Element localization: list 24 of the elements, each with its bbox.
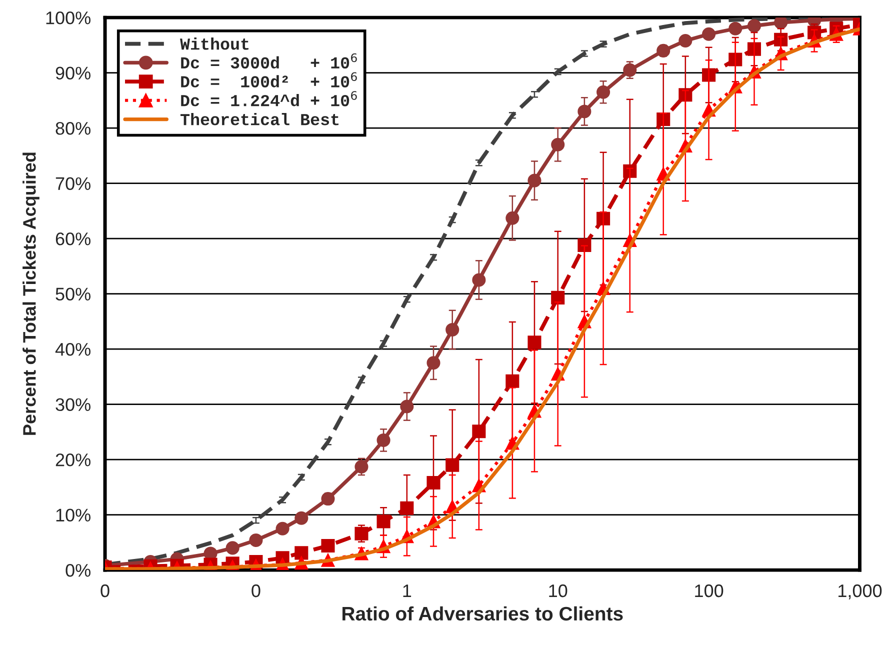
x-tick-label: 10 — [549, 584, 568, 598]
x-tick-label: 0 — [252, 584, 260, 598]
y-tick-label: 30% — [56, 398, 90, 412]
x-tick-label: 100 — [695, 584, 724, 598]
x-tick-label: 0 — [100, 584, 110, 598]
y-tick-label: 100% — [46, 11, 90, 24]
x-tick-label: 1 — [403, 584, 412, 598]
x-axis-title: Ratio of Adversaries to Clients — [342, 606, 623, 621]
legend-label: Without — [180, 38, 248, 50]
y-tick-label: 0% — [66, 564, 90, 577]
y-tick-label: 80% — [56, 122, 90, 135]
x-tick-label: 1,000 — [838, 584, 882, 600]
legend-label: Dc = 1.224^d + 10$^{6}$ — [181, 91, 357, 106]
y-tick-label: 10% — [56, 508, 90, 522]
y-tick-label: 70% — [56, 177, 90, 190]
legend-label: Theoretical Best — [180, 113, 338, 126]
y-tick-label: 90% — [56, 66, 90, 80]
y-axis-title: Percent of Total Tickets Acquired — [22, 152, 40, 435]
legend-label: Dc = 3000d + 10$^{6}$ — [181, 53, 357, 69]
y-tick-label: 20% — [56, 453, 90, 466]
y-tick-label: 50% — [56, 288, 90, 301]
y-tick-label: 40% — [55, 342, 90, 356]
legend-label: Dc = 100d² + 10$^{6}$ — [181, 72, 357, 88]
y-tick-label: 60% — [56, 232, 90, 246]
